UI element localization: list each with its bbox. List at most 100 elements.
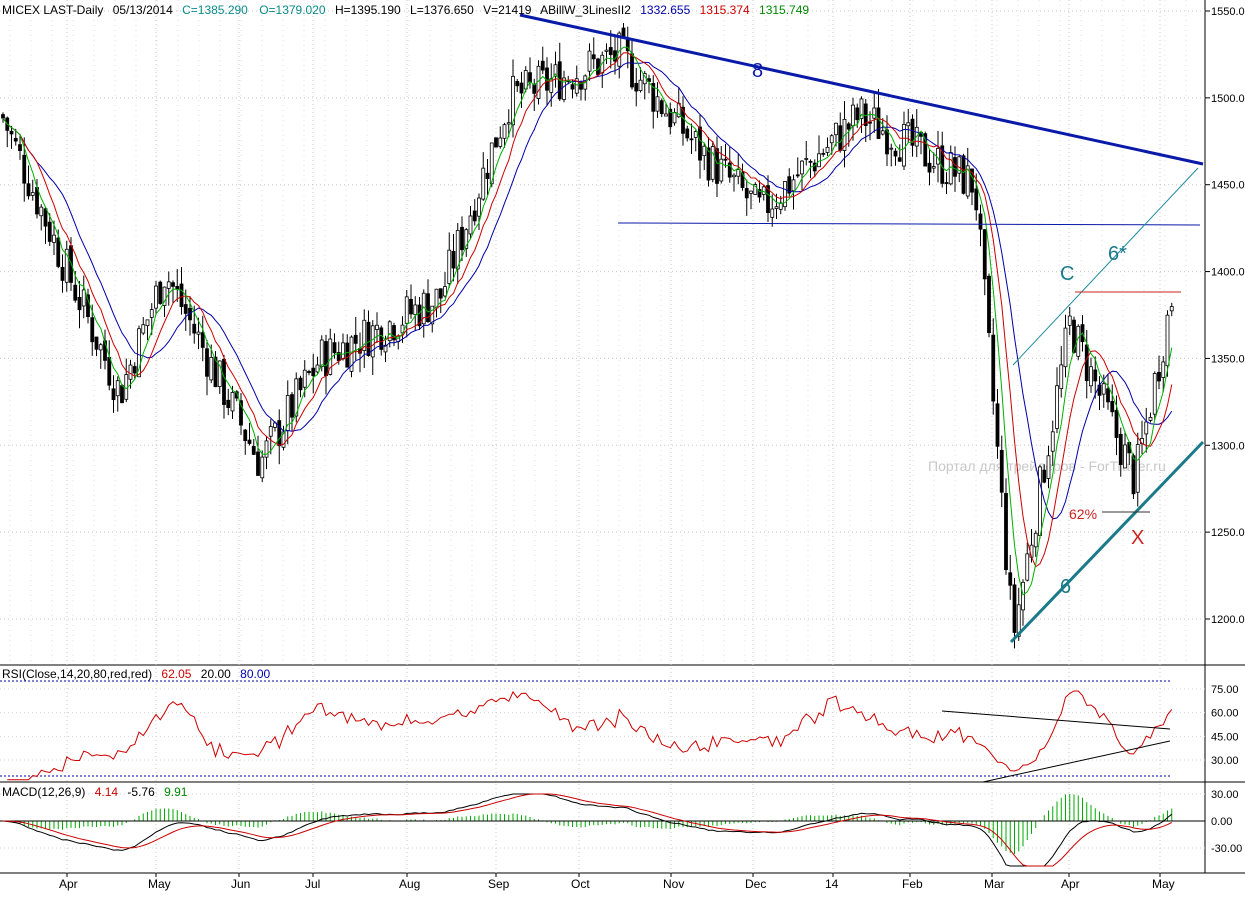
price-candle bbox=[247, 422, 252, 446]
rsi-trendline-lower[interactable] bbox=[982, 740, 1171, 783]
wave-label-6: 6 bbox=[1060, 576, 1071, 598]
header-high: H=1395.190 bbox=[335, 3, 401, 17]
price-candle bbox=[511, 59, 515, 138]
header-ind-val2: 1315.374 bbox=[700, 3, 750, 17]
macd-value3: 9.91 bbox=[164, 785, 188, 799]
header-ind-val3: 1315.749 bbox=[759, 3, 809, 17]
macd-signal-line bbox=[2, 793, 1173, 867]
price-candle bbox=[1004, 478, 1008, 575]
price-tick-label: 1550.0 bbox=[1211, 6, 1245, 18]
price-candle bbox=[362, 309, 367, 369]
price-candle bbox=[1123, 431, 1127, 469]
price-candle bbox=[906, 108, 911, 144]
price-candle bbox=[315, 356, 320, 374]
price-candle bbox=[158, 280, 163, 305]
price-candle bbox=[991, 318, 996, 415]
price-candle bbox=[1076, 324, 1081, 361]
price-candle bbox=[379, 325, 384, 356]
price-candle bbox=[145, 319, 150, 341]
rsi-value: 62.05 bbox=[161, 667, 191, 681]
price-candle bbox=[485, 158, 490, 196]
price-candle bbox=[81, 275, 86, 319]
trendline-6-star[interactable] bbox=[1012, 167, 1199, 366]
x-tick-label: Aug bbox=[399, 877, 420, 891]
price-candle bbox=[710, 140, 715, 183]
support-line[interactable] bbox=[617, 222, 1201, 226]
trendline-8[interactable] bbox=[519, 13, 1204, 166]
trendline-6[interactable] bbox=[1009, 440, 1205, 644]
price-candle bbox=[664, 102, 668, 117]
x-tick-label: Apr bbox=[1061, 877, 1080, 891]
price-candle bbox=[800, 159, 804, 191]
price-candle bbox=[766, 175, 770, 222]
price-candle bbox=[519, 71, 524, 108]
x-tick-label: Mar bbox=[984, 877, 1005, 891]
macd-tick-label: -30.00 bbox=[1211, 843, 1242, 855]
macd-tick-label: 30.00 bbox=[1211, 789, 1239, 801]
price-candle bbox=[591, 37, 596, 69]
price-candle bbox=[251, 438, 256, 455]
macd-line bbox=[2, 793, 1173, 867]
price-candle bbox=[281, 425, 286, 451]
price-candle bbox=[749, 190, 753, 210]
price-candle bbox=[638, 67, 643, 93]
price-candle bbox=[872, 92, 877, 133]
price-candle bbox=[876, 89, 881, 139]
price-candle bbox=[808, 159, 813, 179]
price-candle bbox=[893, 148, 898, 166]
price-candle bbox=[18, 133, 22, 160]
price-candle bbox=[502, 122, 507, 148]
price-candle bbox=[39, 204, 44, 231]
macd-header: MACD(12,26,9) 4.14 -5.76 9.91 bbox=[2, 785, 188, 799]
price-candle bbox=[1169, 302, 1174, 317]
wave-label-6-star: 6* bbox=[1108, 243, 1127, 265]
macd-value1: 4.14 bbox=[95, 785, 119, 799]
price-candle bbox=[141, 317, 146, 336]
price-candle bbox=[1021, 579, 1025, 626]
price-candle bbox=[472, 199, 477, 226]
header-ind-val1: 1332.655 bbox=[640, 3, 690, 17]
price-candle bbox=[1157, 355, 1161, 390]
price-candle bbox=[821, 148, 826, 157]
price-candle bbox=[910, 114, 915, 157]
price-candle bbox=[52, 220, 56, 255]
price-candle bbox=[927, 148, 932, 186]
x-tick-label: May bbox=[1152, 877, 1175, 891]
macd-histogram bbox=[6, 794, 1173, 855]
rsi-tick-label: 30.00 bbox=[1211, 755, 1239, 767]
price-candle bbox=[166, 271, 171, 306]
price-candle bbox=[477, 193, 481, 230]
macd-value2: -5.76 bbox=[127, 785, 155, 799]
wave-label-8: 8 bbox=[752, 60, 763, 82]
price-candle bbox=[604, 43, 609, 64]
price-candle bbox=[1, 112, 5, 123]
price-candle bbox=[222, 354, 226, 419]
price-candle bbox=[1046, 445, 1051, 489]
price-candle bbox=[587, 43, 592, 81]
rsi-header: RSI(Close,14,20,80,red,red) 62.05 20.00 … bbox=[2, 667, 271, 681]
rsi-tick-label: 75.00 bbox=[1211, 684, 1239, 696]
price-candle bbox=[1093, 356, 1098, 399]
price-candle bbox=[77, 280, 82, 329]
price-candle bbox=[341, 333, 345, 361]
wave-label-c: C bbox=[1060, 263, 1074, 285]
price-candle bbox=[761, 185, 766, 201]
grid bbox=[0, 0, 1205, 873]
price-candle bbox=[1008, 554, 1013, 600]
price-tick-label: 1500.0 bbox=[1211, 93, 1245, 105]
price-candle bbox=[1038, 464, 1042, 539]
x-tick-label: May bbox=[148, 877, 171, 891]
price-candle bbox=[744, 179, 749, 216]
price-candle bbox=[689, 123, 694, 154]
price-candle bbox=[370, 320, 375, 376]
price-candle bbox=[715, 136, 719, 197]
rsi-tick-label: 45.00 bbox=[1211, 731, 1239, 743]
price-candle bbox=[902, 111, 906, 170]
header-open: O=1379.020 bbox=[259, 3, 326, 17]
rsi-trendline-upper[interactable] bbox=[941, 710, 1171, 730]
rsi-level-high-value: 80.00 bbox=[240, 667, 270, 681]
price-candle bbox=[553, 51, 558, 88]
price-candle bbox=[298, 375, 303, 398]
price-candle bbox=[579, 80, 583, 101]
